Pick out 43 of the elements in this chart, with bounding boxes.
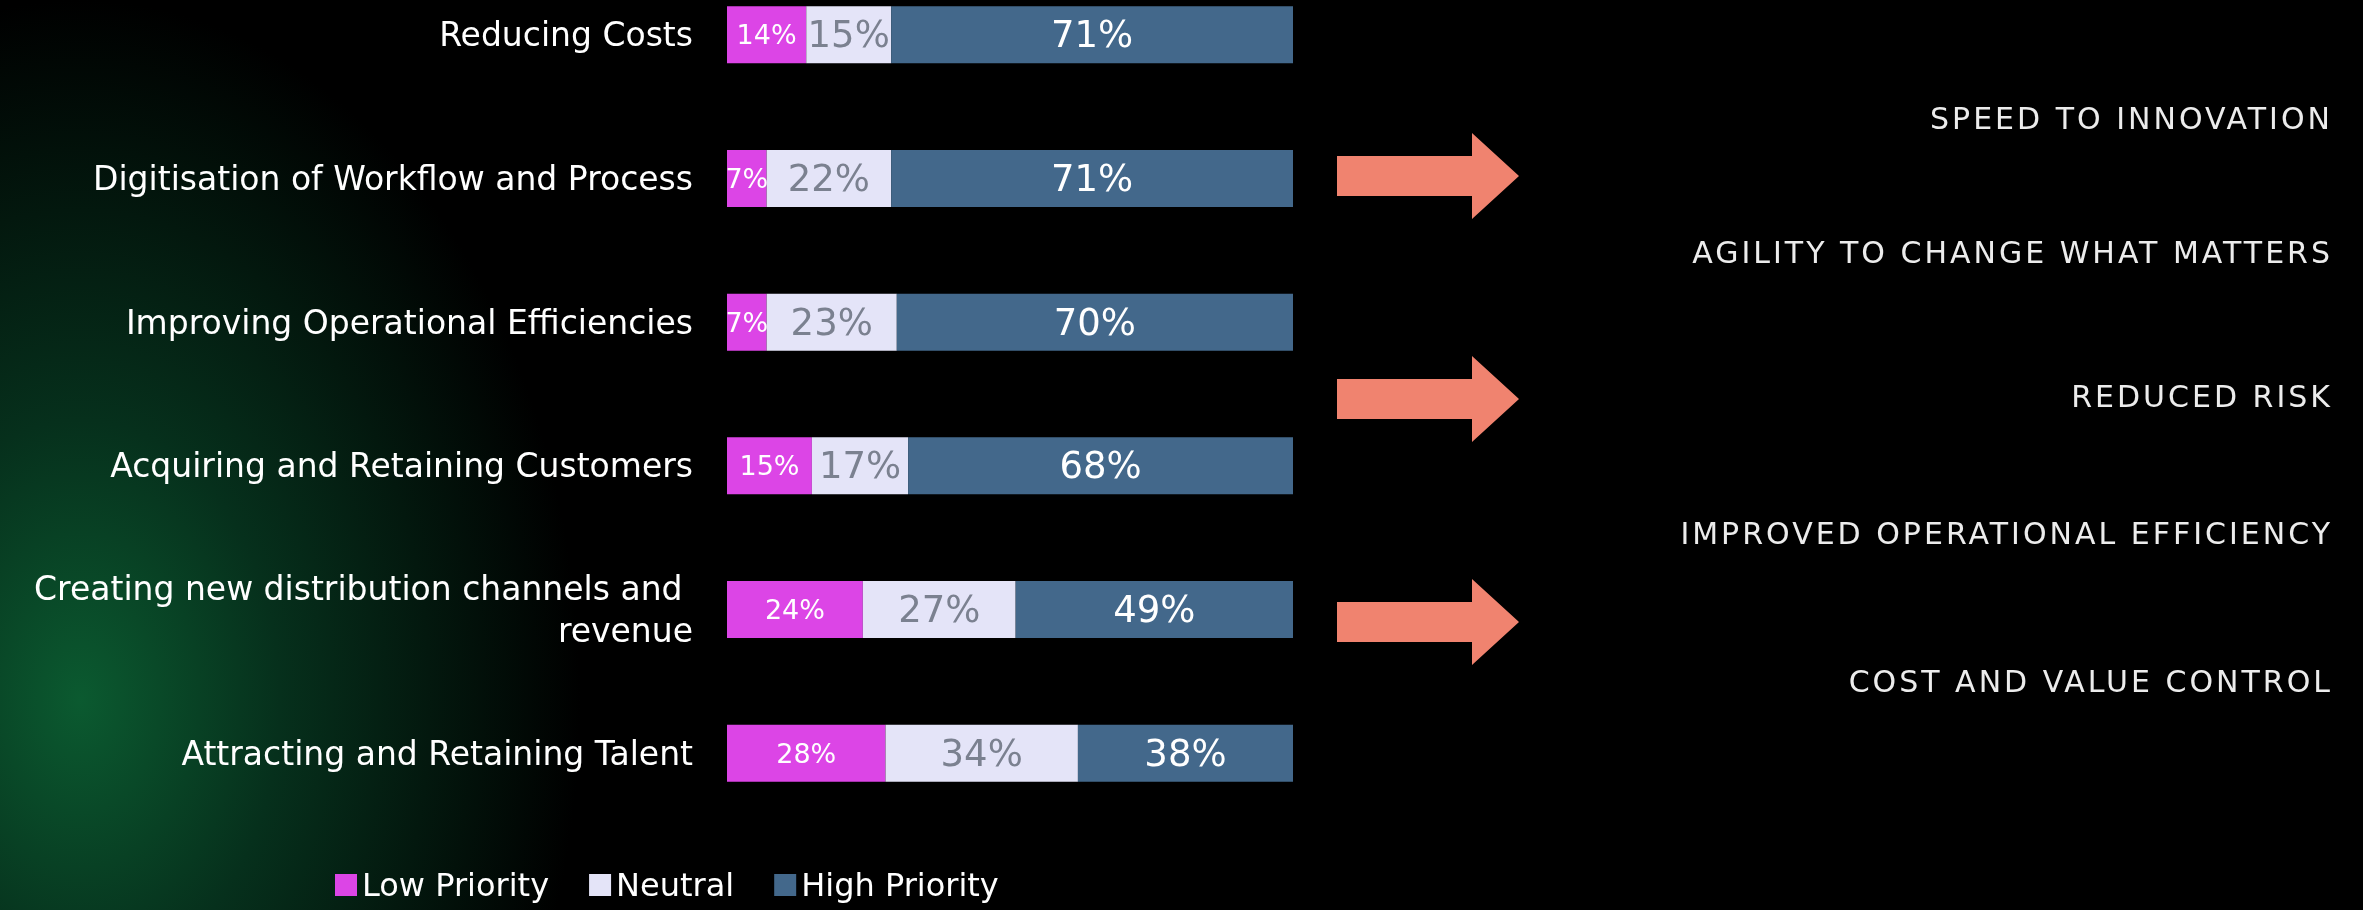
data-label: 22% (787, 157, 871, 200)
text: AGILITY TO CHANGE WHAT MATTERS (1692, 234, 2333, 270)
bar (885, 724, 1078, 782)
y-tick-label: Creating new distribution channels and revenue (34, 569, 693, 650)
data-label: 71% (1050, 13, 1134, 57)
bar (727, 724, 886, 782)
bar (1015, 581, 1293, 638)
y-tick-label: Reducing Costs (439, 15, 693, 55)
bar (727, 581, 863, 638)
data-label: 24% (764, 594, 825, 625)
data-label: 34% (940, 731, 1023, 775)
y-tick-label: Digitisation of Workflow and Process (93, 159, 693, 198)
bar (896, 293, 1293, 351)
bar (891, 150, 1293, 207)
text: IMPROVED OPERATIONAL EFFICIENCY (1680, 515, 2333, 551)
data-label: 71% (1050, 157, 1134, 200)
data-label: 15% (739, 450, 800, 482)
y-tick-label: Attracting and Retaining Talent (181, 733, 694, 773)
data-label: 23% (790, 300, 873, 344)
legend-label: Low Priority (362, 866, 550, 904)
bar (862, 581, 1016, 638)
text: COST AND VALUE CONTROL (1848, 663, 2333, 699)
data-label: 49% (1113, 588, 1196, 631)
legend-label: High Priority (801, 866, 999, 904)
data-label: 70% (1053, 300, 1137, 344)
legend-label: Neutral (616, 866, 735, 904)
y-tick-label: Improving Operational Efficiencies (125, 302, 693, 342)
data-label: 7% (725, 306, 769, 338)
data-label: 28% (776, 737, 837, 769)
bar (1077, 724, 1293, 782)
data-label: 27% (898, 588, 981, 631)
data-label: 17% (818, 444, 902, 488)
data-label: 14% (736, 19, 797, 51)
data-label: 38% (1144, 731, 1227, 775)
data-label: 68% (1059, 444, 1142, 488)
y-tick-label: Acquiring and Retaining Customers (110, 446, 693, 486)
text: REDUCED RISK (2071, 378, 2333, 414)
data-label: 15% (807, 13, 890, 57)
bar (891, 6, 1293, 64)
data-label: 7% (725, 163, 769, 194)
bar (727, 437, 812, 495)
text: SPEED TO INNOVATION (1930, 100, 2333, 136)
bar (908, 437, 1293, 495)
